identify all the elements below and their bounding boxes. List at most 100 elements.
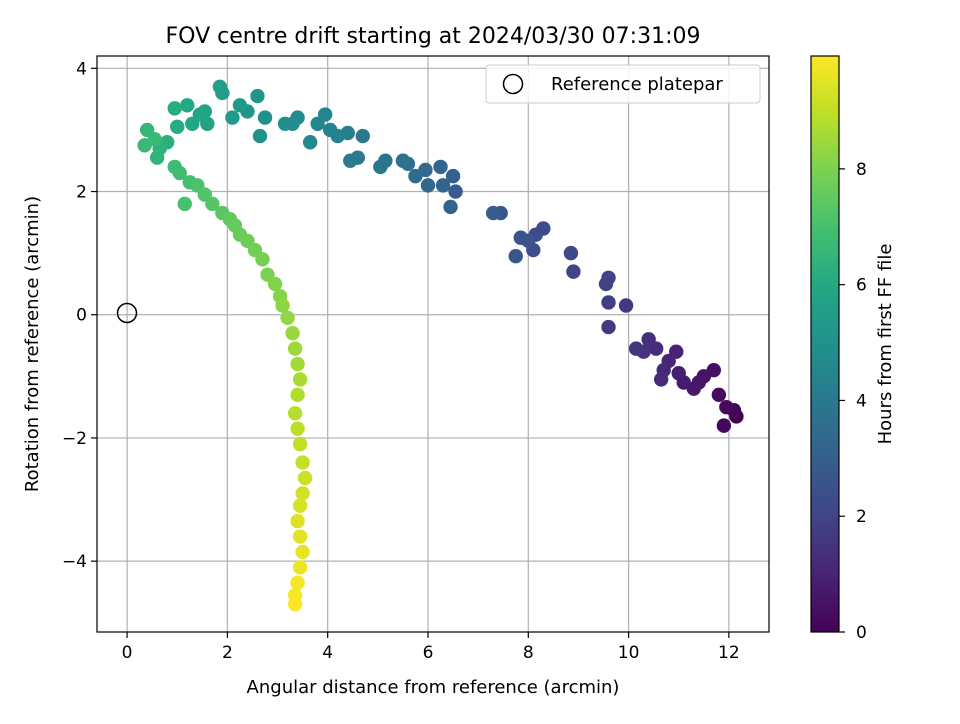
data-point [297, 470, 313, 486]
data-point [322, 122, 338, 138]
data-point [566, 264, 581, 279]
grid-lines [97, 56, 769, 632]
colorbar-label: Hours from first FF file [875, 244, 896, 445]
data-point [601, 270, 616, 285]
data-point [290, 575, 305, 590]
data-point [513, 230, 528, 245]
reference-platepar-marker [116, 302, 138, 324]
data-point [653, 372, 669, 387]
data-point [232, 98, 248, 113]
legend: Reference platepar [485, 64, 761, 104]
data-point [287, 406, 303, 421]
x-tick-label: 4 [322, 643, 333, 663]
x-tick-label: 8 [523, 643, 534, 663]
data-point [255, 252, 270, 267]
colorbar: 0 2 4 6 8 Hours from first FF file [810, 55, 896, 643]
y-tick-label: 2 [76, 183, 87, 203]
legend-entry-label: Reference platepar [551, 74, 723, 95]
data-point [267, 276, 283, 292]
legend-box [485, 64, 761, 104]
data-point [172, 165, 187, 181]
data-point [355, 128, 370, 144]
y-tick-label: 0 [76, 306, 87, 326]
data-point [563, 245, 579, 261]
legend-open-circle-marker [502, 73, 524, 95]
data-point [292, 560, 308, 575]
data-point [290, 356, 305, 372]
y-tick-label: −4 [62, 552, 87, 572]
data-point [295, 486, 310, 501]
data-point [618, 298, 634, 313]
data-point [671, 366, 686, 381]
data-point [292, 372, 308, 387]
data-point [180, 98, 195, 113]
x-axis-label: Angular distance from reference (arcmin) [247, 677, 620, 698]
data-point [257, 110, 273, 125]
data-point [147, 131, 162, 147]
data-point [719, 399, 734, 415]
data-point [185, 116, 200, 131]
data-point [295, 544, 310, 560]
x-tick-label: 2 [222, 643, 233, 663]
data-point [225, 110, 240, 125]
data-point [485, 205, 501, 221]
chart-title: FOV centre drift starting at 2024/03/30 … [166, 24, 701, 49]
y-tick-label: 4 [76, 59, 87, 79]
data-point [250, 88, 265, 104]
x-tick-label: 6 [423, 643, 434, 663]
data-point [170, 119, 185, 135]
colorbar-tick-label: 0 [856, 623, 867, 643]
x-axis-ticks: 0 2 4 6 8 10 12 [122, 632, 740, 663]
x-tick-label: 10 [618, 643, 640, 663]
data-point [601, 295, 616, 310]
data-point [177, 196, 192, 212]
colorbar-ticks: 0 2 4 6 8 [839, 160, 867, 643]
data-point [302, 135, 318, 150]
colorbar-tick-label: 2 [856, 507, 867, 527]
data-point [395, 153, 411, 168]
x-tick-label: 0 [122, 643, 133, 663]
data-point [275, 298, 290, 313]
plot-frame [96, 55, 770, 633]
data-point [287, 341, 303, 356]
data-point [445, 168, 461, 184]
y-tick-label: −2 [62, 429, 87, 449]
data-point [433, 159, 448, 175]
data-point [285, 326, 300, 341]
data-point [292, 529, 308, 544]
y-axis-ticks: −4 −2 0 2 4 [62, 59, 97, 572]
colorbar-gradient [810, 55, 840, 633]
scatter-points [137, 79, 744, 612]
data-point [287, 597, 303, 612]
data-point [420, 178, 436, 193]
data-point [292, 436, 308, 452]
colorbar-tick-label: 6 [856, 276, 867, 296]
data-point [277, 116, 293, 131]
data-point [443, 199, 458, 215]
data-point [716, 418, 732, 433]
data-point [252, 128, 268, 144]
data-point [212, 79, 228, 95]
data-point [711, 387, 727, 403]
data-point [601, 319, 616, 335]
data-point [290, 387, 305, 403]
data-point [448, 184, 463, 199]
data-point [205, 196, 220, 212]
data-point [280, 310, 295, 326]
colorbar-tick-label: 8 [856, 160, 867, 180]
data-point [435, 178, 451, 193]
data-point [408, 168, 423, 184]
data-point [628, 341, 644, 356]
data-point [373, 159, 388, 175]
data-point [290, 513, 305, 529]
data-point [343, 153, 358, 168]
data-point [290, 421, 305, 436]
data-point [149, 150, 165, 165]
x-tick-label: 12 [718, 643, 740, 663]
data-point [310, 116, 325, 131]
data-point [508, 249, 523, 264]
data-point [295, 455, 310, 470]
data-point [292, 498, 308, 513]
